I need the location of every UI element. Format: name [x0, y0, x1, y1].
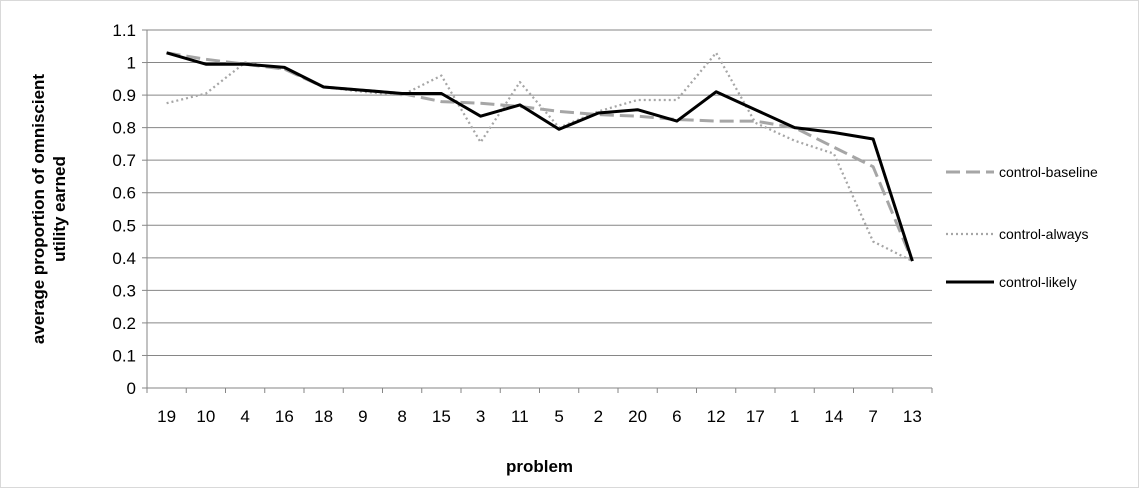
legend-label: control-baseline — [999, 164, 1098, 180]
y-tick-label: 0.5 — [112, 216, 136, 235]
y-tick-label: 1.1 — [112, 21, 136, 40]
series-line-control-likely — [166, 51, 914, 262]
y-tick-label: 0.7 — [112, 151, 136, 170]
x-tick-labels: 19 10 4 16 18 9 8 15 3 11 5 2 20 6 12 17 1 14 7 13 — [157, 407, 922, 426]
x-tick-label: 12 — [707, 407, 726, 426]
legend: control-baseline control-always control-li… — [946, 164, 1098, 290]
x-tick-label: 1 — [790, 407, 799, 426]
x-tick-label: 18 — [314, 407, 333, 426]
y-tick-label: 0.8 — [112, 119, 136, 138]
y-tick-label: 0 — [127, 379, 136, 398]
gridlines — [147, 29, 932, 356]
x-tick-label: 20 — [628, 407, 647, 426]
x-tick-label: 5 — [554, 407, 563, 426]
x-tick-label: 14 — [824, 407, 843, 426]
y-tick-labels: 0 0.1 0.2 0.3 0.4 0.5 0.6 0.7 0.8 0.9 1 1.1 — [112, 21, 136, 398]
y-axis-title-line: utility earned — [50, 156, 69, 262]
x-tick-label: 13 — [903, 407, 922, 426]
x-tick-label: 10 — [196, 407, 215, 426]
x-tick-label: 17 — [746, 407, 765, 426]
series-line-control-baseline — [166, 51, 914, 262]
legend-label: control-likely — [999, 274, 1077, 290]
series-line-control-always — [166, 51, 913, 263]
series-lines — [166, 51, 914, 263]
x-tick-label: 19 — [157, 407, 176, 426]
y-tick-label: 0.4 — [112, 249, 136, 268]
x-tick-label: 8 — [397, 407, 406, 426]
y-tick-label: 0.9 — [112, 86, 136, 105]
x-tick-label: 4 — [240, 407, 249, 426]
legend-label: control-always — [999, 226, 1088, 242]
y-tick-label: 0.1 — [112, 346, 136, 365]
y-tick-label: 1 — [127, 54, 136, 73]
x-tick-label: 6 — [672, 407, 681, 426]
x-tick-label: 16 — [275, 407, 294, 426]
x-tick-label: 15 — [432, 407, 451, 426]
axes — [142, 29, 933, 393]
x-tick-label: 9 — [358, 407, 367, 426]
y-axis-title: average proportion of omniscient utility … — [29, 74, 69, 344]
y-tick-label: 0.2 — [112, 314, 136, 333]
y-tick-label: 0.6 — [112, 184, 136, 203]
x-axis-title: problem — [506, 457, 573, 476]
x-tick-label: 2 — [594, 407, 603, 426]
x-tick-label: 7 — [868, 407, 877, 426]
y-tick-label: 0.3 — [112, 281, 136, 300]
x-tick-label: 11 — [511, 407, 529, 426]
x-tick-label: 3 — [476, 407, 485, 426]
y-axis-title-line: average proportion of omniscient — [29, 74, 48, 344]
